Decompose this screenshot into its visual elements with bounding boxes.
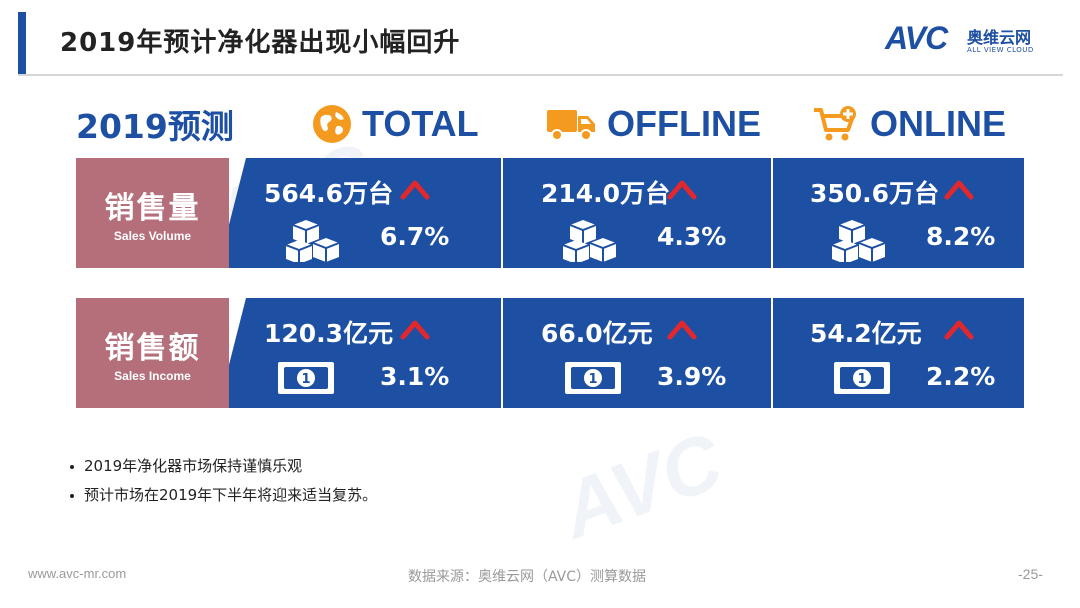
change-percent: 8.2% — [926, 222, 996, 251]
online-label: ONLINE — [870, 103, 1007, 144]
bullet-item: 2019年净化器市场保持谨慎乐观 — [70, 452, 377, 481]
up-arrow-icon — [667, 320, 697, 340]
up-arrow-icon — [400, 180, 430, 200]
svg-text:1: 1 — [301, 372, 310, 387]
volume-total-cell: 564.6万台 6.7% — [264, 160, 504, 270]
logo-en-text: ALL VIEW CLOUD — [967, 46, 1034, 54]
column-header-online: ONLINE — [812, 100, 1006, 148]
change-percent: 3.9% — [657, 362, 727, 391]
globe-icon — [313, 105, 351, 143]
row-label-volume: 销售量 Sales Volume — [76, 158, 229, 268]
bullet-list: 2019年净化器市场保持谨慎乐观 预计市场在2019年下半年将迎来适当复苏。 — [70, 452, 377, 510]
up-arrow-icon — [400, 320, 430, 340]
change-percent: 2.2% — [926, 362, 996, 391]
svg-text:1: 1 — [588, 372, 597, 387]
shopping-cart-icon — [814, 106, 856, 141]
up-arrow-icon — [944, 180, 974, 200]
income-total-cell: 120.3亿元 1 3.1% — [264, 300, 504, 410]
value-text: 564.6万台 — [264, 179, 394, 208]
column-header-offline: OFFLINE — [545, 100, 761, 148]
banknote-icon: 1 — [278, 362, 334, 394]
column-divider — [771, 158, 773, 268]
boxes-icon — [286, 220, 340, 262]
volume-band — [218, 158, 1024, 268]
boxes-icon — [832, 220, 886, 262]
income-offline-cell: 66.0亿元 1 3.9% — [541, 300, 781, 410]
forecast-label: 2019预测 — [76, 107, 234, 146]
value-text: 350.6万台 — [810, 179, 940, 208]
banknote-icon: 1 — [834, 362, 890, 394]
offline-label: OFFLINE — [607, 103, 761, 144]
column-divider — [501, 298, 503, 408]
column-divider — [771, 298, 773, 408]
logo-avc-text: AVC — [885, 20, 948, 56]
column-header-total: TOTAL — [312, 100, 479, 148]
value-text: 120.3亿元 — [264, 319, 394, 348]
page-number: -25- — [1018, 566, 1043, 582]
banknote-icon: 1 — [565, 362, 621, 394]
row-label-income: 销售额 Sales Income — [76, 298, 229, 408]
volume-offline-cell: 214.0万台 4.3% — [541, 160, 781, 270]
bullet-item: 预计市场在2019年下半年将迎来适当复苏。 — [70, 481, 377, 510]
svg-text:1: 1 — [857, 372, 866, 387]
value-text: 214.0万台 — [541, 179, 671, 208]
change-percent: 4.3% — [657, 222, 727, 251]
up-arrow-icon — [667, 180, 697, 200]
total-label: TOTAL — [362, 103, 479, 144]
change-percent: 3.1% — [380, 362, 450, 391]
bullet-text: 2019年净化器市场保持谨慎乐观 — [84, 457, 303, 475]
watermark: AVC — [549, 415, 734, 556]
bullet-text: 预计市场在2019年下半年将迎来适当复苏。 — [84, 486, 378, 504]
row-label-en: Sales Income — [114, 369, 191, 383]
bullet-dot — [70, 493, 74, 498]
value-text: 54.2亿元 — [810, 319, 922, 348]
footer-source: 数据来源：奥维云网（AVC）测算数据 — [408, 569, 647, 585]
income-online-cell: 54.2亿元 1 2.2% — [810, 300, 1050, 410]
truck-icon — [547, 110, 595, 141]
avc-logo: AVC 奥维云网 ALL VIEW CLOUD — [885, 18, 1065, 68]
boxes-icon — [563, 220, 617, 262]
value-text: 66.0亿元 — [541, 319, 653, 348]
row-label-cn: 销售额 — [104, 331, 201, 366]
change-percent: 6.7% — [380, 222, 450, 251]
footer-website: www.avc-mr.com — [28, 566, 127, 581]
header-divider — [18, 74, 1063, 76]
bullet-dot — [70, 464, 74, 469]
up-arrow-icon — [944, 320, 974, 340]
logo-cn-text: 奥维云网 — [967, 28, 1032, 47]
row-label-cn: 销售量 — [104, 191, 201, 226]
page-title: 2019年预计净化器出现小幅回升 — [60, 28, 461, 58]
row-label-en: Sales Volume — [113, 229, 192, 243]
title-accent-bar — [18, 12, 26, 74]
column-divider — [501, 158, 503, 268]
volume-online-cell: 350.6万台 8.2% — [810, 160, 1050, 270]
